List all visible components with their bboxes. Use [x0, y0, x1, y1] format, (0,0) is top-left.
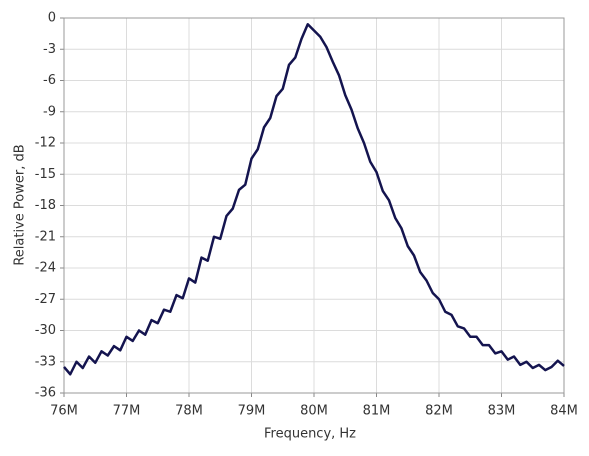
x-tick-label: 84M: [550, 404, 578, 419]
y-tick-label: -12: [35, 136, 56, 151]
y-tick-label: -33: [35, 354, 56, 369]
x-axis-label: Frequency, Hz: [264, 427, 356, 442]
x-tick-label: 76M: [50, 404, 78, 419]
x-tick-label: 83M: [488, 404, 516, 419]
y-tick-label: -6: [43, 73, 56, 88]
y-tick-label: -18: [35, 198, 56, 213]
y-tick-label: -24: [35, 261, 56, 276]
y-tick-label: -21: [35, 229, 56, 244]
line-series: [63, 23, 565, 376]
x-tick-label: 79M: [238, 404, 266, 419]
y-tick-label: -27: [35, 292, 56, 307]
y-tick-label: -30: [35, 323, 56, 338]
y-tick-label: -3: [43, 42, 56, 57]
y-tick-label: 0: [48, 11, 56, 26]
y-axis-label: Relative Power, dB: [13, 144, 28, 265]
x-tick-label: 78M: [175, 404, 203, 419]
y-tick-label: -36: [35, 386, 56, 401]
y-tick-label: -15: [35, 167, 56, 182]
x-tick-label: 81M: [363, 404, 391, 419]
x-tick-label: 80M: [300, 404, 328, 419]
x-tick-label: 82M: [425, 404, 453, 419]
x-tick-label: 77M: [113, 404, 141, 419]
y-tick-label: -9: [43, 104, 56, 119]
plot-frame: [63, 17, 565, 394]
